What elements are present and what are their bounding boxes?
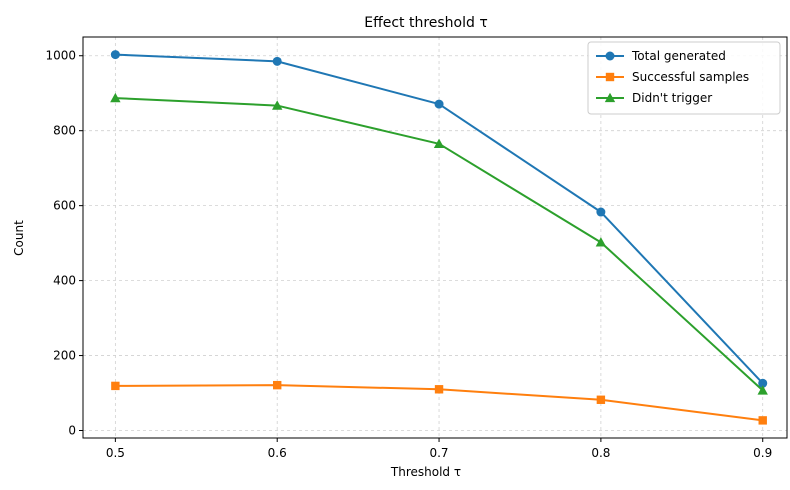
y-tick-label: 600 bbox=[53, 199, 76, 213]
data-point-total-generated bbox=[758, 378, 768, 388]
y-axis: 0 200 400 600 800 1000 bbox=[45, 49, 83, 438]
series-successful-samples bbox=[111, 380, 767, 425]
data-point-didn-t-trigger bbox=[272, 100, 283, 110]
y-tick-label: 200 bbox=[53, 349, 76, 363]
series-total-generated bbox=[110, 50, 768, 388]
data-point-successful-samples bbox=[596, 395, 606, 404]
chart-title: Effect threshold τ bbox=[364, 15, 488, 31]
legend-label: Didn't trigger bbox=[632, 91, 712, 105]
legend-box bbox=[587, 41, 781, 115]
legend-item-total-generated: Total generated bbox=[596, 49, 726, 63]
legend-item-didn-t-trigger: Didn't trigger bbox=[596, 91, 712, 105]
data-point-didn-t-trigger bbox=[110, 92, 121, 103]
legend-item-successful-samples: Successful samples bbox=[596, 70, 749, 84]
legend-label: Total generated bbox=[631, 49, 726, 63]
x-tick-label: 0.7 bbox=[429, 446, 448, 460]
x-tick-label: 0.6 bbox=[268, 446, 287, 460]
data-point-successful-samples bbox=[111, 381, 120, 391]
x-tick-label: 0.5 bbox=[106, 446, 125, 460]
data-point-didn-t-trigger bbox=[757, 385, 768, 395]
data-point-total-generated bbox=[434, 99, 444, 109]
data-point-didn-t-trigger bbox=[595, 237, 607, 247]
series-didn-t-trigger bbox=[110, 92, 768, 395]
x-axis-label: Threshold τ bbox=[390, 465, 461, 479]
legend-marker bbox=[605, 72, 615, 82]
data-point-successful-samples bbox=[273, 380, 282, 390]
y-tick-label: 800 bbox=[53, 124, 76, 138]
x-tick-label: 0.8 bbox=[591, 446, 610, 460]
y-tick-label: 0 bbox=[68, 424, 76, 438]
y-tick-label: 400 bbox=[53, 274, 76, 288]
series-layer bbox=[110, 50, 768, 425]
x-axis: 0.5 0.6 0.7 0.8 0.9 bbox=[106, 438, 772, 460]
legend-marker bbox=[604, 92, 616, 103]
data-point-total-generated bbox=[596, 207, 606, 217]
data-point-didn-t-trigger bbox=[433, 138, 445, 148]
data-point-total-generated bbox=[272, 56, 282, 66]
legend-label: Successful samples bbox=[632, 70, 749, 84]
data-point-successful-samples bbox=[758, 416, 767, 425]
y-axis-label: Count bbox=[12, 220, 26, 256]
data-point-successful-samples bbox=[434, 385, 444, 394]
plot-frame bbox=[82, 36, 788, 439]
y-tick-label: 1000 bbox=[45, 49, 76, 63]
data-point-total-generated bbox=[110, 50, 120, 60]
x-tick-label: 0.9 bbox=[753, 446, 772, 460]
legend-marker bbox=[605, 51, 615, 61]
legend: Total generated Successful samples Didn't … bbox=[587, 41, 781, 115]
